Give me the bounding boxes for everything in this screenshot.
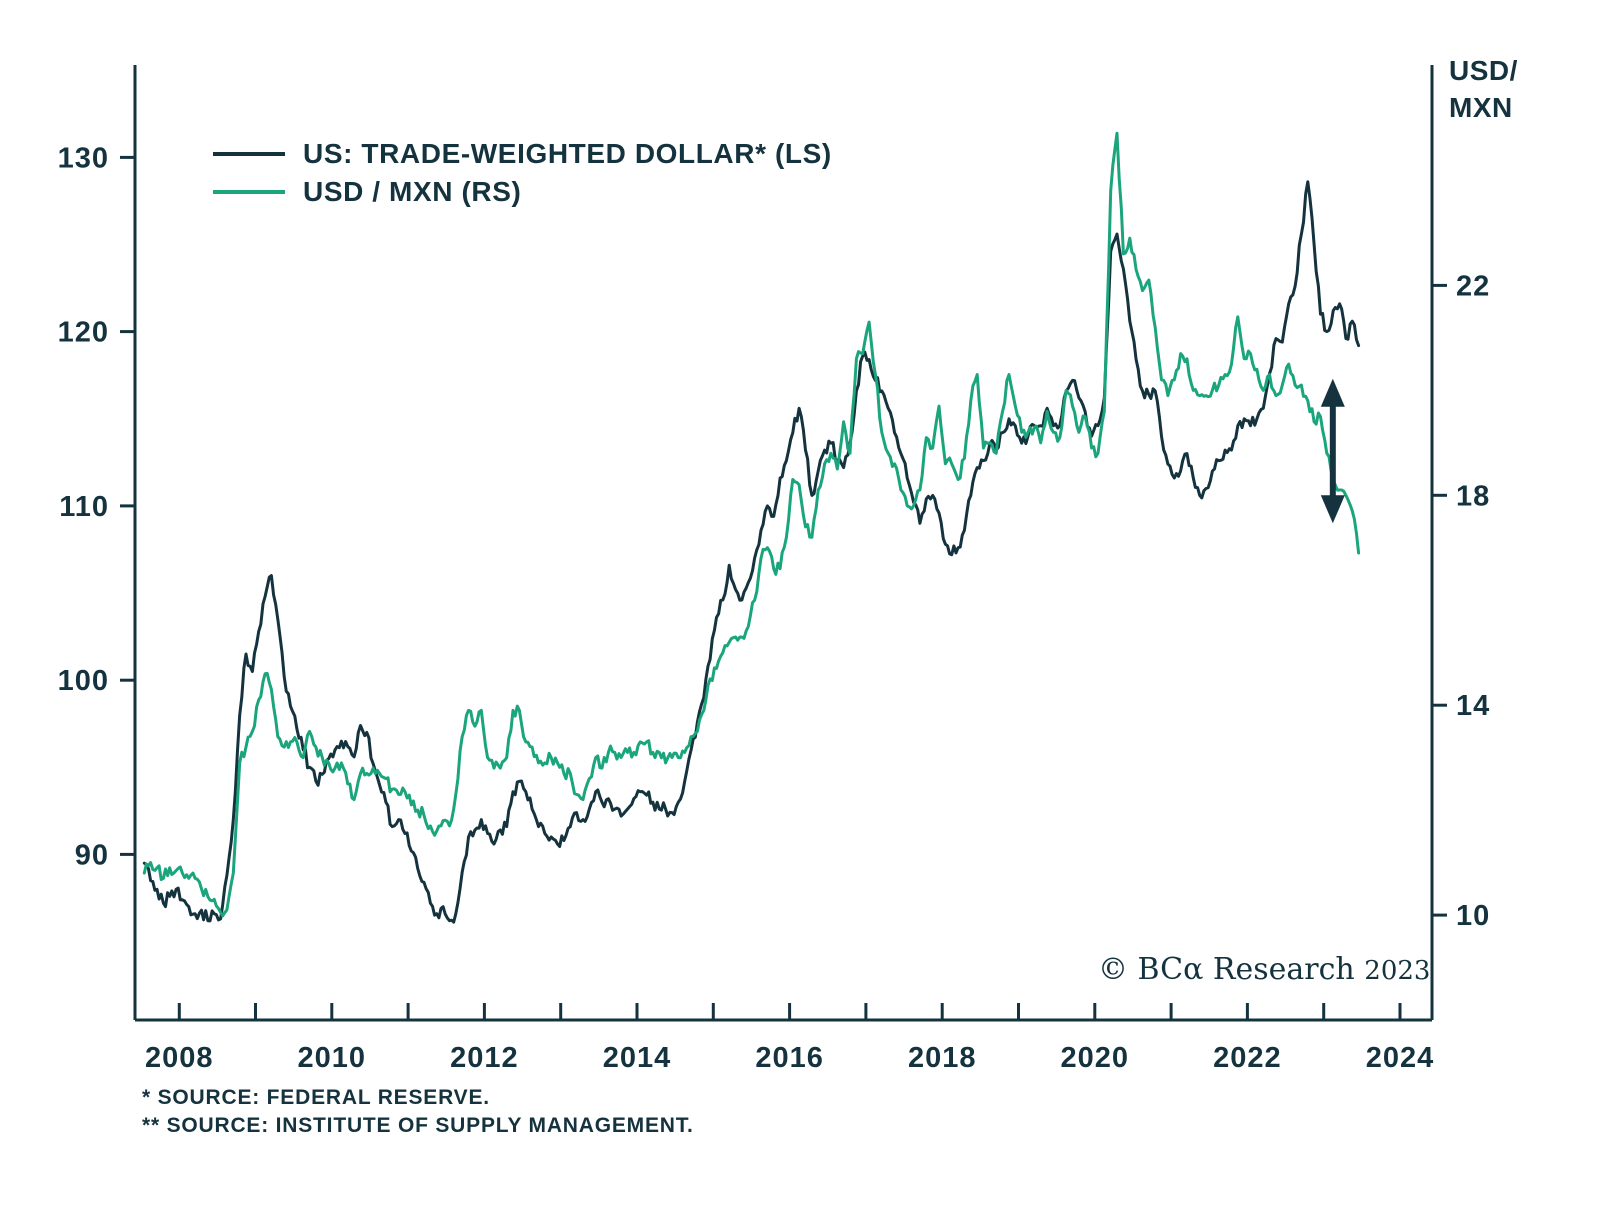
left-tick-label: 130 <box>58 142 109 174</box>
footnote-ism: ** SOURCE: INSTITUTE OF SUPPLY MANAGEMEN… <box>142 1114 694 1137</box>
copyright: © BCα Research 2023 <box>1098 952 1430 987</box>
series-line-usd-mxn <box>142 131 1361 918</box>
x-tick-label: 2012 <box>450 1042 519 1074</box>
right-axis-ticks: 10 14 18 22 <box>1432 270 1490 932</box>
left-tick-label: 120 <box>58 317 109 349</box>
right-tick-label: 10 <box>1456 900 1490 932</box>
x-tick-label: 2016 <box>755 1042 824 1074</box>
legend-swatch-1 <box>213 190 285 194</box>
series-line-trade-weighted-dollar <box>142 180 1361 924</box>
x-tick-label: 2010 <box>298 1042 367 1074</box>
footnote-federal-reserve: * SOURCE: FEDERAL RESERVE. <box>142 1086 490 1109</box>
right-axis-title-line1: USD/ <box>1449 55 1518 86</box>
left-tick-label: 100 <box>58 665 109 697</box>
right-tick-label: 14 <box>1456 690 1490 722</box>
legend-label-twd: US: TRADE-WEIGHTED DOLLAR* (LS) <box>303 138 832 169</box>
right-axis-title-line2: MXN <box>1449 92 1513 123</box>
x-tick-label: 2014 <box>603 1042 672 1074</box>
footnotes: * SOURCE: FEDERAL RESERVE. ** SOURCE: IN… <box>142 1084 694 1140</box>
right-tick-label: 18 <box>1456 480 1490 512</box>
legend: US: TRADE-WEIGHTED DOLLAR* (LS) USD / MX… <box>213 138 832 208</box>
x-axis-ticks: 2008 2010 2012 2014 2016 2018 2020 2022 2024 <box>145 1003 1435 1074</box>
legend-swatch-0 <box>213 152 285 156</box>
legend-item-mxn: USD / MXN (RS) <box>213 176 832 208</box>
x-tick-label: 2008 <box>145 1042 214 1074</box>
x-tick-label: 2018 <box>908 1042 977 1074</box>
right-tick-label: 22 <box>1456 270 1490 302</box>
legend-item-twd: US: TRADE-WEIGHTED DOLLAR* (LS) <box>213 138 832 170</box>
legend-label-mxn: USD / MXN (RS) <box>303 176 522 207</box>
left-axis-ticks: 90 100 110 120 130 <box>58 142 135 871</box>
copyright-text: © BCα Research <box>1098 952 1355 987</box>
right-axis-title: USD/ MXN <box>1449 52 1518 126</box>
x-tick-label: 2020 <box>1061 1042 1130 1074</box>
x-tick-label: 2024 <box>1366 1042 1435 1074</box>
left-tick-label: 110 <box>59 491 109 523</box>
left-tick-label: 90 <box>75 839 109 871</box>
divergence-arrow <box>1320 378 1345 524</box>
x-tick-label: 2022 <box>1213 1042 1282 1074</box>
copyright-year: 2023 <box>1364 956 1431 986</box>
